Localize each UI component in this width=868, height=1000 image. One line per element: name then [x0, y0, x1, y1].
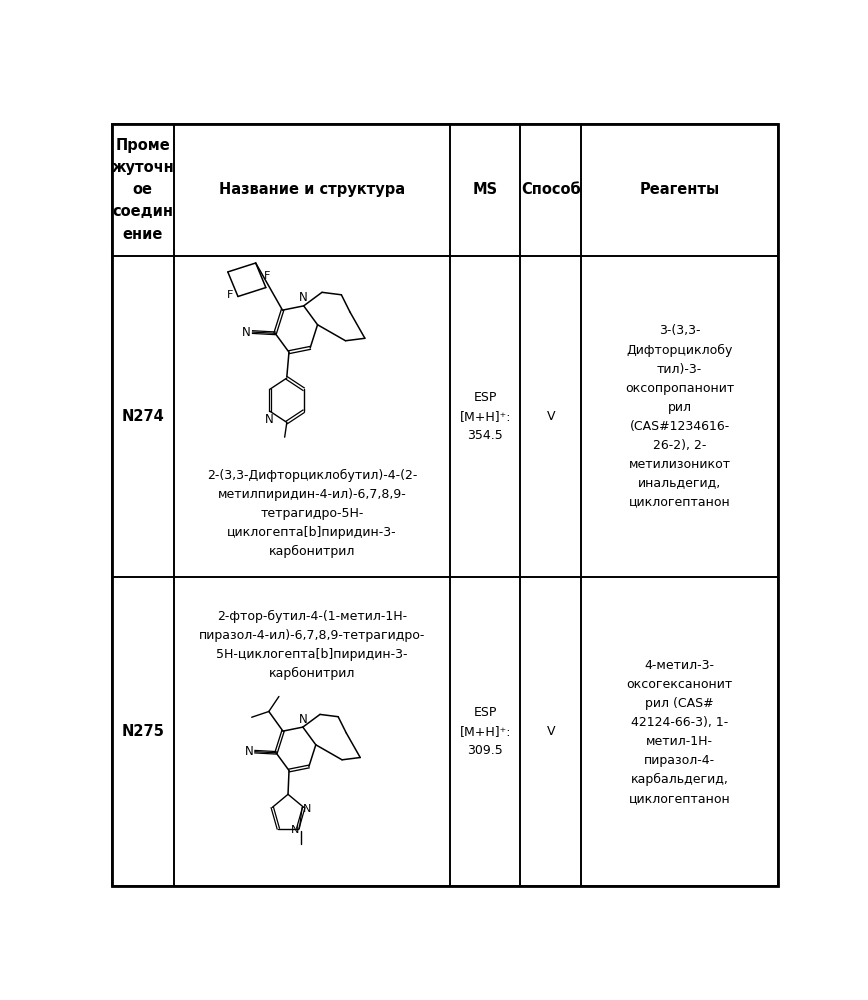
Text: N274: N274 [122, 409, 164, 424]
Text: F: F [227, 290, 233, 300]
Text: ESP
[M+H]⁺:
309.5: ESP [M+H]⁺: 309.5 [459, 706, 511, 757]
Text: N: N [265, 413, 273, 426]
Text: Название и структура: Название и структура [219, 182, 405, 197]
Text: N: N [299, 291, 308, 304]
Bar [520, 577, 582, 886]
Text: N: N [303, 804, 311, 814]
Bar [520, 256, 582, 577]
Text: N275: N275 [122, 724, 164, 739]
Bar [450, 124, 520, 256]
Text: N: N [291, 825, 299, 835]
Text: Проме
жуточн
ое
соедин
ение: Проме жуточн ое соедин ение [111, 138, 174, 242]
Text: ESP
[M+H]⁺:
354.5: ESP [M+H]⁺: 354.5 [459, 391, 511, 442]
Text: 2-фтор-бутил-4-(1-метил-1Н-
пиразол-4-ил)-6,7,8,9-тетрагидро-
5Н-циклогепта[b]пи: 2-фтор-бутил-4-(1-метил-1Н- пиразол-4-ил… [199, 610, 425, 680]
Text: V: V [547, 725, 555, 738]
Bar [112, 124, 174, 256]
Text: Способ: Способ [521, 182, 581, 197]
Bar [174, 256, 450, 577]
Text: 4-метил-3-
оксогексанонит
рил (CAS#
42124-66-3), 1-
метил-1Н-
пиразол-4-
карбаль: 4-метил-3- оксогексанонит рил (CAS# 4212… [627, 659, 733, 805]
Bar [112, 577, 174, 886]
Bar [112, 256, 174, 577]
Text: MS: MS [472, 182, 497, 197]
Bar [174, 577, 450, 886]
Text: N: N [242, 326, 251, 339]
Text: 3-(3,3-
Дифторциклобу
тил)-3-
оксопропанонит
рил
(CAS#1234616-
26-2), 2-
метилиз: 3-(3,3- Дифторциклобу тил)-3- оксопропан… [625, 324, 734, 509]
Bar [582, 124, 778, 256]
Bar [582, 577, 778, 886]
Bar [520, 124, 582, 256]
Text: F: F [264, 271, 270, 281]
Bar [582, 256, 778, 577]
Bar [174, 124, 450, 256]
Bar [450, 256, 520, 577]
Text: Реагенты: Реагенты [640, 182, 720, 197]
Text: N: N [245, 745, 253, 758]
Text: 2-(3,3-Дифторциклобутил)-4-(2-
метилпиридин-4-ил)-6,7,8,9-
тетрагидро-5H-
циклог: 2-(3,3-Дифторциклобутил)-4-(2- метилпири… [207, 468, 418, 558]
Bar [450, 577, 520, 886]
Text: V: V [547, 410, 555, 423]
Text: N: N [299, 713, 307, 726]
